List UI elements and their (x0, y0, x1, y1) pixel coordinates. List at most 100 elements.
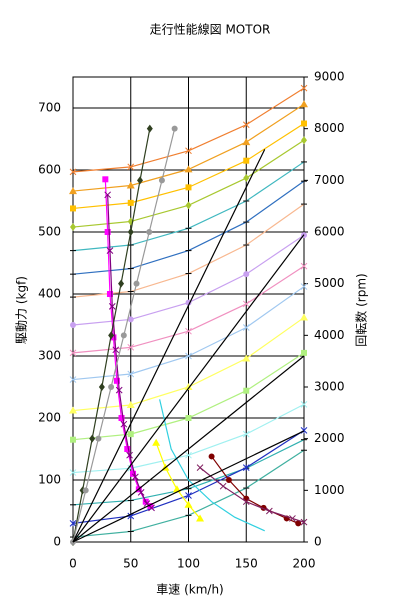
series-line (72, 430, 305, 543)
marker (69, 469, 77, 476)
marker (185, 492, 192, 499)
marker (132, 473, 139, 481)
y2-tick-label: 3000 (314, 380, 345, 394)
marker (301, 120, 307, 127)
y-tick-label: 400 (38, 287, 61, 301)
x-tick-label: 150 (235, 557, 258, 571)
marker (69, 349, 77, 357)
y-tick-label: 100 (38, 473, 61, 487)
marker (208, 453, 215, 460)
y2-axis-label: 回転数 (rpm) (354, 273, 369, 346)
marker (300, 313, 308, 321)
marker (130, 470, 137, 477)
marker (106, 247, 114, 254)
y-tick-label: 700 (38, 101, 61, 115)
marker (265, 507, 273, 515)
marker (104, 191, 112, 199)
marker (108, 384, 115, 390)
marker (127, 163, 135, 171)
y-tick-label: 300 (38, 349, 61, 363)
marker (104, 229, 111, 235)
marker (300, 84, 308, 92)
x-axis-label: 車速 (km/h) (156, 583, 223, 597)
marker (69, 168, 77, 176)
marker (152, 438, 161, 446)
marker (242, 430, 250, 438)
marker (69, 376, 77, 383)
marker (70, 436, 76, 443)
marker (242, 121, 250, 129)
marker (112, 346, 120, 354)
marker (300, 283, 308, 290)
marker (242, 138, 251, 146)
marker (126, 400, 135, 408)
chart-title: 走行性能線図 MOTOR (150, 22, 271, 37)
marker (118, 279, 125, 288)
y-axis-label: 駆動力 (kgf) (15, 276, 29, 344)
marker (171, 125, 178, 132)
marker (184, 500, 193, 508)
marker (185, 451, 192, 459)
marker (124, 446, 131, 452)
marker (95, 435, 102, 442)
marker (127, 228, 134, 236)
y2-tick-label: 7000 (314, 173, 345, 187)
series-line (72, 234, 305, 543)
marker (146, 229, 153, 235)
y-tick-label: 0 (53, 535, 61, 549)
marker (126, 181, 135, 189)
marker (89, 434, 96, 443)
marker (110, 334, 117, 341)
marker (196, 464, 204, 471)
series-line (159, 399, 265, 532)
x-tick-label: 0 (69, 557, 77, 571)
marker (126, 451, 133, 459)
marker (242, 300, 250, 308)
marker (196, 514, 205, 522)
marker (295, 520, 302, 527)
x-tick-label: 100 (177, 557, 200, 571)
x-tick-label: 200 (293, 557, 316, 571)
y-tick-label: 200 (38, 411, 61, 425)
marker (300, 401, 308, 408)
y-tick-label: 500 (38, 225, 61, 239)
marker (115, 386, 123, 394)
marker (69, 187, 77, 195)
marker (137, 489, 145, 496)
marker (301, 136, 307, 145)
marker (300, 100, 308, 108)
series-line (72, 149, 266, 543)
marker (243, 387, 250, 394)
marker (185, 352, 192, 360)
y2-tick-label: 5000 (314, 276, 345, 290)
marker (133, 280, 140, 287)
marker (242, 464, 250, 471)
marker (185, 327, 192, 335)
marker (136, 176, 143, 185)
marker (70, 223, 76, 232)
marker (127, 431, 134, 438)
marker (300, 518, 308, 526)
marker (106, 291, 113, 297)
marker (243, 271, 250, 278)
y2-tick-label: 8000 (314, 121, 345, 135)
marker (113, 377, 120, 384)
series-line (199, 467, 305, 523)
marker (69, 406, 77, 414)
marker (148, 504, 155, 512)
marker (70, 205, 76, 212)
marker (289, 515, 296, 522)
y2-tick-label: 1000 (314, 483, 345, 497)
marker (219, 482, 227, 490)
marker (118, 415, 125, 421)
marker (184, 383, 193, 390)
marker (185, 147, 192, 155)
marker (82, 487, 89, 494)
marker (70, 322, 76, 328)
marker (158, 177, 165, 184)
x-tick-label: 50 (123, 557, 138, 571)
marker (108, 331, 115, 340)
marker (242, 324, 250, 331)
marker (127, 199, 134, 206)
